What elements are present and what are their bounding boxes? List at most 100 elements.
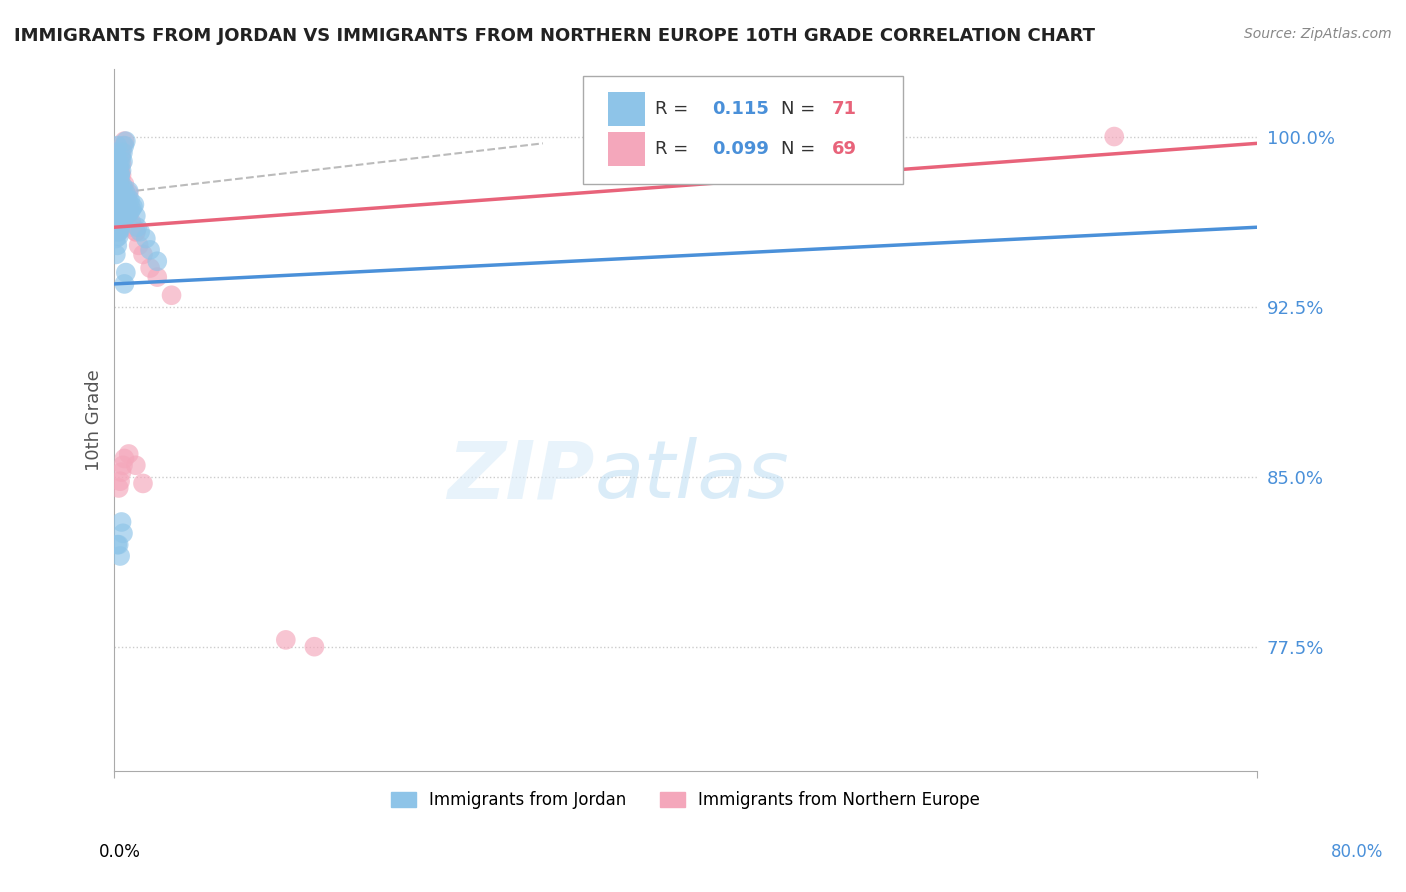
Point	[115, 186, 138, 201]
Point	[118, 195, 141, 210]
Point	[104, 209, 127, 223]
Point	[146, 270, 169, 285]
Point	[120, 204, 142, 219]
Point	[110, 193, 132, 207]
Point	[104, 145, 127, 160]
Point	[110, 204, 132, 219]
Point	[129, 225, 152, 239]
Point	[108, 150, 131, 164]
Point	[110, 211, 132, 226]
Point	[108, 157, 131, 171]
Point	[107, 209, 129, 223]
Point	[110, 197, 132, 211]
Point	[115, 197, 138, 211]
Point	[105, 186, 128, 201]
Point	[108, 168, 131, 182]
Point	[139, 243, 162, 257]
Point	[139, 260, 162, 275]
Point	[122, 200, 145, 214]
Point	[112, 451, 135, 466]
Point	[108, 163, 131, 178]
Point	[112, 177, 135, 191]
Point	[121, 202, 143, 216]
Text: N =: N =	[780, 100, 821, 119]
Point	[108, 197, 131, 211]
Point	[111, 211, 134, 226]
Point	[118, 184, 141, 198]
Point	[111, 195, 134, 210]
Point	[107, 177, 129, 191]
Text: N =: N =	[780, 140, 821, 159]
Text: 80.0%: 80.0%	[1330, 843, 1384, 861]
Point	[108, 218, 131, 232]
Point	[111, 191, 134, 205]
Point	[107, 225, 129, 239]
Point	[104, 225, 127, 239]
Point	[110, 465, 132, 479]
Point	[122, 220, 145, 235]
Point	[108, 222, 131, 236]
Point	[128, 238, 150, 252]
Text: ZIP: ZIP	[447, 437, 595, 516]
Point	[124, 197, 146, 211]
Point	[108, 220, 131, 235]
Point	[120, 193, 142, 207]
Bar	[607, 93, 644, 126]
Point	[107, 157, 129, 171]
Point	[111, 138, 134, 153]
Point	[160, 288, 183, 302]
Point	[105, 225, 128, 239]
Text: atlas: atlas	[595, 437, 789, 516]
Point	[146, 254, 169, 268]
Point	[111, 213, 134, 227]
Point	[118, 447, 141, 461]
Point	[108, 168, 131, 182]
Text: 0.115: 0.115	[711, 100, 769, 119]
Point	[110, 168, 132, 182]
Text: 0.0%: 0.0%	[98, 843, 141, 861]
Point	[107, 175, 129, 189]
Point	[132, 476, 155, 491]
Text: R =: R =	[655, 100, 695, 119]
Point	[104, 247, 127, 261]
Point	[112, 209, 135, 223]
Point	[108, 209, 131, 223]
Text: IMMIGRANTS FROM JORDAN VS IMMIGRANTS FROM NORTHERN EUROPE 10TH GRADE CORRELATION: IMMIGRANTS FROM JORDAN VS IMMIGRANTS FRO…	[14, 27, 1095, 45]
Point	[107, 229, 129, 244]
Point	[125, 225, 148, 239]
Point	[274, 632, 297, 647]
Point	[112, 202, 135, 216]
Point	[105, 138, 128, 153]
Point	[135, 231, 157, 245]
Point	[112, 200, 135, 214]
Point	[110, 213, 132, 227]
Point	[118, 186, 141, 201]
Point	[107, 538, 129, 552]
Point	[105, 186, 128, 201]
Point	[112, 193, 135, 207]
FancyBboxPatch shape	[583, 76, 903, 185]
Point	[107, 186, 129, 201]
Point	[105, 163, 128, 178]
Point	[107, 218, 129, 232]
Point	[107, 193, 129, 207]
Point	[111, 179, 134, 194]
Point	[125, 209, 148, 223]
Point	[108, 175, 131, 189]
Point	[110, 182, 132, 196]
Text: R =: R =	[655, 140, 695, 159]
Bar	[607, 133, 644, 166]
Point	[117, 188, 139, 202]
Point	[107, 170, 129, 185]
Point	[111, 526, 134, 541]
Point	[1102, 129, 1125, 144]
Point	[111, 179, 134, 194]
Point	[105, 238, 128, 252]
Point	[105, 204, 128, 219]
Point	[105, 197, 128, 211]
Text: 69: 69	[832, 140, 858, 159]
Point	[107, 172, 129, 186]
Point	[118, 202, 141, 216]
Point	[117, 206, 139, 220]
Point	[107, 202, 129, 216]
